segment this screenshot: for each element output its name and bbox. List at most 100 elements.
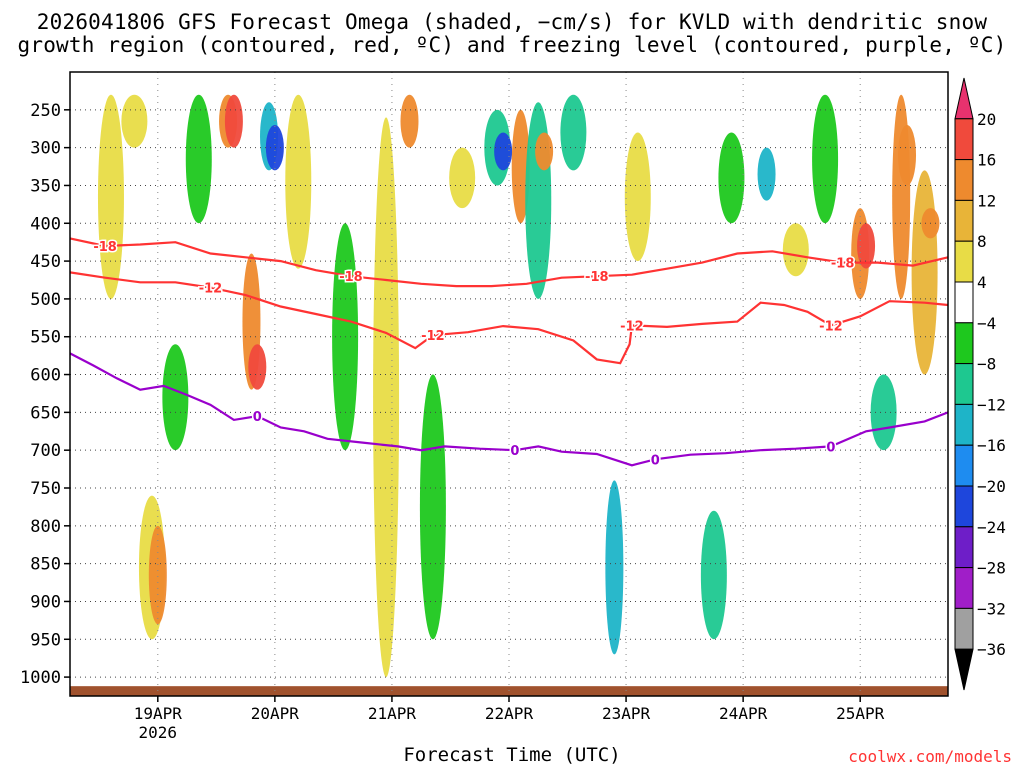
omega-shade-cell xyxy=(911,170,938,375)
colorbar-segment xyxy=(954,485,974,528)
colorbar-segment xyxy=(954,281,974,324)
colorbar-segment xyxy=(954,607,974,650)
omega-shade-cell xyxy=(265,124,284,171)
colorbar-label: 8 xyxy=(977,232,987,251)
terrain-band xyxy=(70,686,948,696)
y-tick-label: 400 xyxy=(30,214,61,234)
dendritic-minus12-contour-label: -12 xyxy=(421,329,445,344)
colorbar-segment xyxy=(954,363,974,405)
colorbar-label: −16 xyxy=(977,436,1006,455)
omega-shade-cell xyxy=(148,525,167,625)
omega-shade-cell xyxy=(560,94,587,171)
omega-shade-cell xyxy=(400,94,419,148)
dendritic-minus12-contour-label: -12 xyxy=(819,319,843,334)
colorbar-label: −20 xyxy=(977,477,1006,496)
colorbar-label: 12 xyxy=(977,191,996,210)
x-tick-label: 25APR xyxy=(836,704,885,723)
omega-shade-cell xyxy=(624,132,651,262)
x-tick-label: 19APR xyxy=(134,704,183,723)
colorbar-segment xyxy=(954,567,974,609)
y-tick-label: 650 xyxy=(30,403,61,423)
colorbar-segment xyxy=(954,444,974,487)
chart-title-line2: growth region (contoured, red, ºC) and f… xyxy=(17,33,1007,57)
colorbar-segment xyxy=(954,159,974,201)
dendritic-minus18-contour-label: -18 xyxy=(93,240,117,255)
omega-shade-cell xyxy=(870,374,897,451)
x-tick-label: 21APR xyxy=(368,704,417,723)
dendritic-minus12-contour-label: -12 xyxy=(199,282,223,297)
colorbar-segment xyxy=(954,199,974,242)
omega-shade-cell xyxy=(494,132,513,171)
omega-shade-cell xyxy=(162,344,189,451)
omega-shade-cell xyxy=(449,147,476,209)
y-tick-label: 950 xyxy=(30,630,61,650)
colorbar-label: 4 xyxy=(977,273,987,292)
y-tick-label: 300 xyxy=(30,139,61,159)
y-tick-label: 550 xyxy=(30,328,61,348)
colorbar-segment xyxy=(954,118,974,161)
colorbar-label: 20 xyxy=(977,110,996,129)
colorbar-segment xyxy=(954,648,974,691)
y-tick-label: 750 xyxy=(30,479,61,499)
dendritic-minus18-contour-label: -18 xyxy=(585,270,609,285)
omega-shade-cell xyxy=(185,94,212,224)
colorbar-label: −8 xyxy=(977,355,996,374)
dendritic-minus12-contour xyxy=(69,271,949,365)
x-axis-label: Forecast Time (UTC) xyxy=(403,744,621,766)
omega-shade-cell xyxy=(757,147,776,201)
dendritic-minus18-contour-label: -18 xyxy=(831,257,855,272)
omega-shade-cell xyxy=(121,94,148,148)
omega-shade-cell xyxy=(605,480,624,655)
omega-shade-cell xyxy=(224,94,243,148)
y-tick-label: 500 xyxy=(30,290,61,310)
colorbar-segment xyxy=(954,526,974,569)
dendritic-minus18-contour-label: -18 xyxy=(339,270,363,285)
colorbar-segment xyxy=(954,77,974,120)
x-tick-sublabel: 2026 xyxy=(139,723,178,742)
colorbar-label: −24 xyxy=(977,518,1006,537)
omega-shade-cell xyxy=(857,223,876,269)
colorbar-label: 16 xyxy=(977,151,996,170)
credit-link[interactable]: coolwx.com/models xyxy=(848,747,1012,766)
freezing-level-contour-label: 0 xyxy=(510,444,519,459)
omega-shade-cell xyxy=(898,124,917,186)
omega-shade-cell xyxy=(718,132,745,224)
x-tick-label: 20APR xyxy=(251,704,300,723)
x-tick-label: 23APR xyxy=(602,704,651,723)
chart-title: 2026041806 GFS Forecast Omega (shaded, −… xyxy=(36,10,988,34)
omega-shade-cell xyxy=(373,117,400,678)
colorbar-segment xyxy=(954,240,974,283)
y-tick-label: 800 xyxy=(30,517,61,537)
omega-shade-cell xyxy=(525,102,552,299)
colorbar-label: −28 xyxy=(977,559,1006,578)
y-tick-label: 600 xyxy=(30,366,61,386)
dendritic-minus18-contour xyxy=(69,237,949,288)
colorbar-label: −4 xyxy=(977,314,996,333)
y-tick-label: 250 xyxy=(30,101,61,121)
dendritic-minus12-contour-label: -12 xyxy=(620,319,644,334)
y-tick-label: 850 xyxy=(30,555,61,575)
y-tick-label: 350 xyxy=(30,176,61,196)
colorbar-segment xyxy=(954,403,974,446)
omega-shade-cell xyxy=(248,344,267,390)
freezing-level-contour xyxy=(69,352,949,467)
omega-shade-cell xyxy=(511,109,530,224)
y-tick-label: 700 xyxy=(30,441,61,461)
x-tick-label: 22APR xyxy=(485,704,534,723)
colorbar-label: −12 xyxy=(977,395,1006,414)
omega-shade-cell xyxy=(700,510,727,640)
y-tick-label: 1000 xyxy=(20,668,61,688)
omega-shade-cell xyxy=(535,132,554,171)
omega-shade-cell xyxy=(285,94,312,269)
y-tick-label: 450 xyxy=(30,252,61,272)
freezing-level-contour-label: 0 xyxy=(826,440,835,455)
x-tick-label: 24APR xyxy=(719,704,768,723)
omega-shade-cell xyxy=(97,94,124,299)
colorbar-label: −32 xyxy=(977,599,1006,618)
colorbar-segment xyxy=(954,322,974,365)
colorbar-label: −36 xyxy=(977,640,1006,659)
freezing-level-contour-label: 0 xyxy=(253,410,262,425)
omega-shade-cell xyxy=(782,223,809,277)
omega-shade-cell xyxy=(812,94,839,224)
